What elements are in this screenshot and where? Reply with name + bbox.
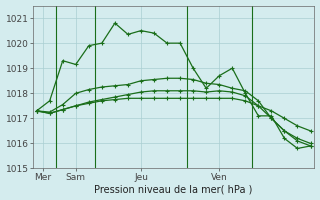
X-axis label: Pression niveau de la mer( hPa ): Pression niveau de la mer( hPa ) (94, 184, 253, 194)
